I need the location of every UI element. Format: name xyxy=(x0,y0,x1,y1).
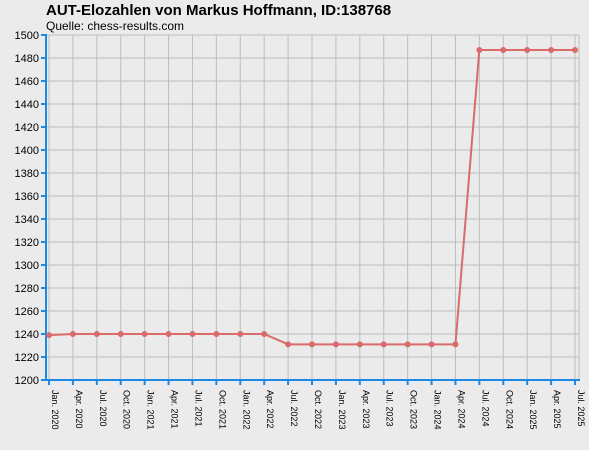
x-tick-label: Oct. 2024 xyxy=(504,390,514,429)
data-point xyxy=(332,341,339,348)
y-tick-label: 1420 xyxy=(15,122,39,134)
x-tick-label: Oct. 2022 xyxy=(313,390,323,429)
data-point xyxy=(46,332,52,339)
y-tick-label: 1300 xyxy=(15,260,39,272)
y-axis-tick-labels: 1200 1220 1240 1260 1280 1300 1320 1340 1360 1380… xyxy=(15,30,39,387)
data-point xyxy=(428,341,435,348)
y-tick-label: 1360 xyxy=(15,191,39,203)
data-point xyxy=(261,331,268,337)
x-tick-label: Jul. 2020 xyxy=(98,390,108,427)
data-point xyxy=(404,341,411,348)
data-point xyxy=(500,46,507,53)
x-tick-label: Oct. 2021 xyxy=(217,390,227,429)
x-tick-label: Apr. 2025 xyxy=(552,390,562,429)
data-point xyxy=(237,331,244,337)
x-tick-label: Jul. 2025 xyxy=(576,390,586,427)
data-point xyxy=(476,46,483,53)
data-point xyxy=(189,331,196,337)
x-axis-tick-labels: Jan. 2020 Apr. 2020 Jul. 2020 Oct. 2020 Jan.… xyxy=(50,390,586,430)
x-tick-label: Jan. 2022 xyxy=(241,390,251,430)
x-tick-label: Jul. 2024 xyxy=(480,390,490,427)
data-point xyxy=(141,331,148,337)
y-tick-label: 1500 xyxy=(15,30,39,42)
data-point xyxy=(524,46,531,53)
data-point xyxy=(548,46,555,53)
y-tick-label: 1280 xyxy=(15,283,39,295)
data-point xyxy=(93,331,100,337)
y-tick-label: 1460 xyxy=(15,76,39,88)
x-tick-label: Jul. 2023 xyxy=(385,390,395,427)
data-point xyxy=(380,341,387,348)
x-tick-label: Apr. 2023 xyxy=(361,390,371,429)
x-tick-label: Oct. 2020 xyxy=(122,390,132,429)
x-tick-label: Apr. 2021 xyxy=(170,390,180,429)
y-tick-label: 1220 xyxy=(15,352,39,364)
grid-lines xyxy=(46,34,580,380)
x-tick-label: Jul. 2022 xyxy=(289,390,299,427)
x-tick-label: Apr. 2020 xyxy=(74,390,84,429)
x-tick-label: Oct. 2023 xyxy=(409,390,419,429)
y-tick-label: 1200 xyxy=(15,375,39,387)
y-tick-label: 1380 xyxy=(15,168,39,180)
data-point xyxy=(356,341,363,348)
data-point xyxy=(572,46,578,53)
data-point xyxy=(285,341,292,348)
data-point xyxy=(213,331,220,337)
y-tick-label: 1240 xyxy=(15,329,39,341)
x-tick-label: Jan. 2020 xyxy=(50,390,60,430)
x-tick-label: Jan. 2025 xyxy=(528,390,538,430)
data-point xyxy=(165,331,172,337)
x-tick-label: Jan. 2021 xyxy=(146,390,156,430)
x-tick-label: Apr. 2024 xyxy=(456,390,466,429)
y-tick-label: 1440 xyxy=(15,99,39,111)
y-tick-label: 1260 xyxy=(15,306,39,318)
data-point xyxy=(117,331,124,337)
chart-subtitle: Quelle: chess-results.com xyxy=(46,19,185,33)
series-layer xyxy=(46,46,578,348)
x-tick-label: Jan. 2023 xyxy=(337,390,347,430)
x-tick-label: Apr. 2022 xyxy=(265,390,275,429)
y-tick-label: 1400 xyxy=(15,145,39,157)
y-tick-label: 1320 xyxy=(15,237,39,249)
chart-title: AUT-Elozahlen von Markus Hoffmann, ID:13… xyxy=(46,2,392,19)
y-tick-label: 1480 xyxy=(15,53,39,65)
y-tick-label: 1340 xyxy=(15,214,39,226)
data-point xyxy=(69,331,76,337)
x-tick-label: Jul. 2021 xyxy=(193,390,203,427)
axes xyxy=(41,34,580,385)
data-point xyxy=(452,341,459,348)
data-point xyxy=(309,341,315,348)
x-tick-label: Jan. 2024 xyxy=(433,390,443,430)
